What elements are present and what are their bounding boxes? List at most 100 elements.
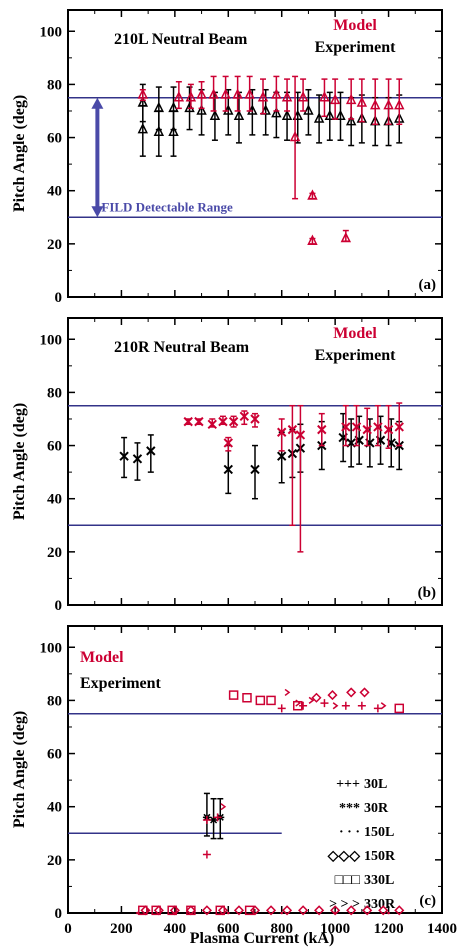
data-point [257, 91, 269, 102]
symbol-legend-label: 150R [364, 849, 396, 864]
data-point [280, 911, 284, 915]
data-point [346, 687, 357, 698]
data-point [383, 424, 394, 435]
data-point [362, 424, 372, 435]
series-30r [202, 792, 225, 840]
data-point [324, 109, 336, 121]
data-point [356, 96, 368, 107]
data-point [320, 699, 329, 708]
data-point [271, 88, 282, 99]
data-point [242, 693, 252, 703]
data-point [319, 91, 330, 102]
data-point [370, 98, 381, 110]
y-tick-label: 100 [40, 640, 63, 656]
symbol-legend-label: 30R [364, 801, 389, 816]
series-experiment [119, 412, 404, 500]
data-point [220, 88, 231, 99]
y-axis-label: Pitch Angle (deg) [11, 403, 28, 520]
data-point [137, 88, 149, 99]
y-tick-label: 40 [47, 492, 62, 508]
data-point [335, 109, 346, 121]
data-point [239, 411, 250, 422]
y-tick-label: 80 [47, 385, 62, 401]
legend-model: Model [80, 649, 124, 666]
data-point [378, 905, 389, 916]
data-point [226, 911, 230, 915]
data-point [202, 850, 211, 859]
data-point [297, 91, 309, 102]
panel-2: 0 20 40 60 80 100 Pitch Angle (deg) 210R Neutra… [11, 317, 443, 614]
data-point [213, 813, 222, 822]
plot-frame [67, 625, 443, 914]
data-point [207, 419, 217, 430]
data-point [119, 451, 129, 461]
y-tick-label: 20 [47, 237, 62, 253]
data-point [340, 231, 352, 243]
symbol-legend-glyph: +++ [336, 777, 360, 792]
data-point [346, 905, 357, 916]
data-point [341, 701, 350, 710]
data-point [383, 98, 394, 110]
data-point [271, 106, 282, 118]
y-tick-label: 40 [47, 800, 62, 816]
y-tick-label: 60 [47, 747, 62, 763]
x-tick-label: 0 [64, 921, 72, 937]
data-point [249, 905, 261, 916]
symbol-legend-glyph: · · · [339, 825, 360, 840]
data-point [281, 905, 293, 916]
legend-experiment: Experiment [315, 39, 397, 56]
symbol-legend-label: 30L [364, 777, 387, 792]
data-point [201, 905, 212, 916]
data-point [373, 422, 383, 432]
data-point [223, 438, 233, 448]
data-point [137, 122, 149, 134]
data-point [329, 93, 341, 105]
data-point [298, 905, 309, 916]
data-point [351, 422, 362, 432]
data-point [362, 905, 373, 916]
data-point [265, 905, 277, 916]
data-point [185, 91, 197, 102]
panel-label: (c) [419, 893, 436, 909]
data-point [387, 911, 390, 915]
legend-experiment: Experiment [80, 675, 162, 692]
data-point [255, 695, 266, 706]
data-point [202, 815, 211, 824]
data-point [266, 695, 276, 706]
series-330l [138, 690, 405, 916]
data-point [277, 704, 286, 713]
data-point [394, 703, 405, 714]
data-point [308, 696, 315, 705]
fild-range-label: FILD Detectable Range [101, 199, 233, 214]
x-tick-label: 1000 [320, 921, 350, 937]
data-point [277, 451, 287, 461]
data-point [373, 704, 382, 713]
data-point [196, 104, 207, 115]
panel-1: 0 20 40 60 80 100 Pitch Angle (deg) FILD Detect… [11, 9, 443, 306]
range-arrow-head-up [91, 97, 104, 109]
data-point [208, 88, 219, 99]
y-axis-label: Pitch Angle (deg) [11, 95, 28, 212]
data-point [233, 109, 245, 121]
data-point [281, 109, 293, 121]
panel-title: 210L Neutral Beam [114, 31, 248, 48]
panel-title: 210R Neutral Beam [114, 339, 250, 356]
data-point [345, 93, 357, 105]
data-point [359, 687, 370, 698]
data-point [250, 414, 260, 424]
data-point [132, 454, 143, 464]
data-point [183, 416, 193, 427]
data-point [327, 690, 338, 701]
panels: 0 20 40 60 80 100 Pitch Angle (deg) FILD Detect… [11, 9, 457, 937]
data-point [277, 427, 287, 437]
data-point [186, 905, 196, 916]
y-tick-label: 60 [47, 131, 62, 147]
data-point [289, 130, 301, 142]
data-point [228, 690, 239, 700]
data-point [311, 692, 322, 703]
data-point [380, 702, 387, 710]
legend-model: Model [333, 325, 377, 342]
data-point [196, 88, 207, 99]
